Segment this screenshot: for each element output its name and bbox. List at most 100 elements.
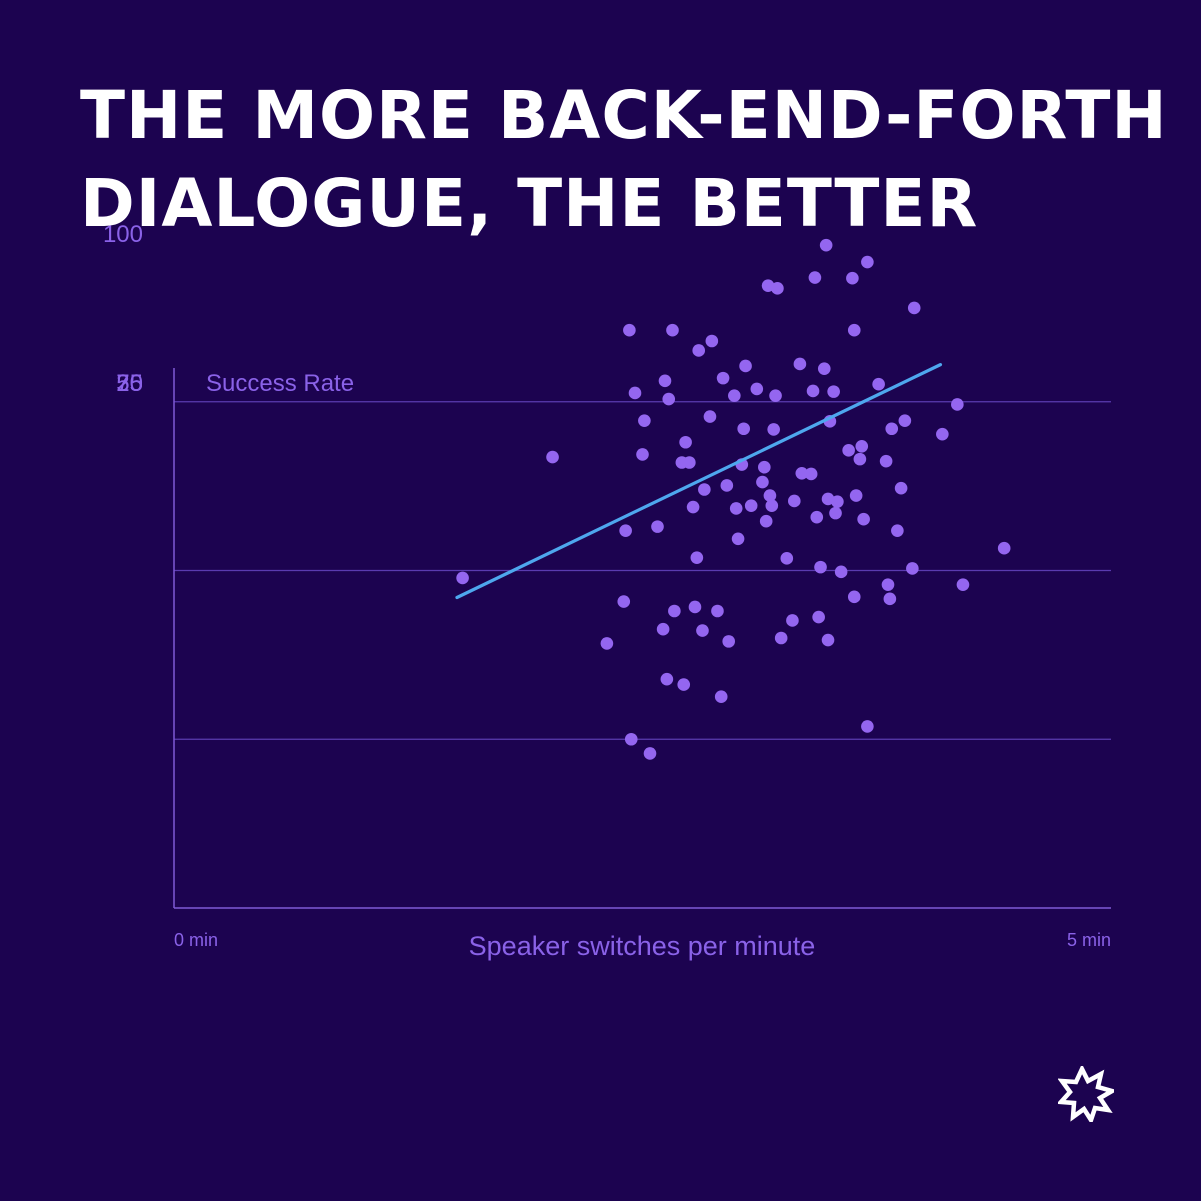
data-point [810, 510, 824, 524]
data-point [731, 532, 745, 546]
data-point [686, 500, 700, 514]
data-point [623, 323, 636, 337]
data-point [861, 255, 874, 269]
data-point [692, 344, 706, 357]
data-point [737, 422, 750, 436]
data-point [829, 506, 842, 520]
data-point [842, 444, 855, 457]
data-point [720, 479, 734, 492]
data-point [688, 600, 702, 614]
data-point [907, 301, 921, 315]
data-point [780, 552, 794, 565]
x-tick-label-min: 0 min [174, 930, 218, 950]
data-point [638, 414, 651, 427]
data-point [881, 578, 895, 591]
y-tick-label: 75 [116, 370, 143, 397]
data-point [756, 475, 769, 489]
data-point [806, 384, 820, 398]
data-point [906, 562, 919, 575]
data-point [774, 631, 788, 645]
data-point [872, 377, 885, 391]
data-point [787, 494, 801, 508]
data-point [679, 435, 692, 449]
data-point [817, 362, 831, 375]
data-point [660, 672, 674, 686]
data-point [997, 541, 1011, 555]
starburst-logo-icon [1058, 1066, 1114, 1122]
data-point [834, 565, 848, 579]
data-point [763, 489, 777, 502]
data-point [831, 495, 844, 508]
y-tick-label: 50 [116, 370, 143, 397]
data-point [846, 271, 859, 285]
data-point [750, 382, 764, 396]
data-point [628, 386, 642, 400]
data-point [879, 454, 893, 468]
data-point [714, 690, 728, 704]
data-point [698, 483, 711, 496]
data-point [546, 450, 559, 464]
data-point [767, 423, 780, 436]
trend-line [455, 363, 943, 600]
data-point [666, 323, 679, 337]
data-point [853, 452, 867, 466]
data-point [690, 551, 704, 564]
data-point [651, 520, 664, 533]
y-axis-label: Success Rate [206, 370, 354, 397]
data-point [705, 334, 719, 348]
data-point [847, 323, 861, 337]
data-point [600, 637, 614, 650]
data-point [668, 604, 681, 618]
data-point [739, 359, 752, 373]
data-point [847, 590, 861, 604]
data-point [793, 357, 807, 371]
data-point [861, 720, 874, 733]
data-point [456, 571, 469, 585]
data-point [808, 271, 822, 284]
data-point [636, 448, 649, 461]
data-point [711, 604, 724, 618]
data-point [951, 398, 964, 411]
data-point [771, 282, 784, 295]
data-point [814, 560, 827, 574]
data-point [849, 489, 863, 502]
data-point [885, 422, 899, 436]
data-point [728, 389, 741, 402]
y-tick-label: 25 [116, 370, 143, 397]
data-point [683, 456, 696, 469]
data-point [812, 610, 825, 624]
data-point [619, 524, 632, 537]
data-point [786, 614, 799, 627]
data-point [744, 499, 758, 512]
data-point [696, 624, 709, 637]
data-point [617, 595, 631, 608]
title-line-1: THE MORE BACK-END-FORTH [80, 77, 1168, 154]
data-point [936, 427, 949, 441]
data-point [795, 467, 809, 480]
data-point [656, 622, 670, 636]
data-point [883, 592, 897, 606]
data-point [658, 374, 672, 388]
data-point [716, 371, 730, 385]
data-point [759, 514, 773, 528]
data-point [722, 635, 736, 648]
data-point [765, 499, 779, 512]
data-point [662, 392, 676, 406]
data-point [891, 524, 904, 537]
data-point [956, 578, 970, 591]
data-points [456, 238, 1011, 760]
data-point [643, 747, 657, 760]
data-point [729, 502, 743, 515]
data-point [827, 385, 840, 398]
data-point [894, 481, 908, 495]
data-point [898, 414, 912, 427]
data-point [857, 512, 870, 526]
data-point [624, 732, 638, 746]
page-title: THE MORE BACK-END-FORTH DIALOGUE, THE BE… [80, 72, 1168, 248]
data-point [703, 410, 717, 423]
data-point [819, 238, 833, 252]
data-point [677, 678, 691, 691]
